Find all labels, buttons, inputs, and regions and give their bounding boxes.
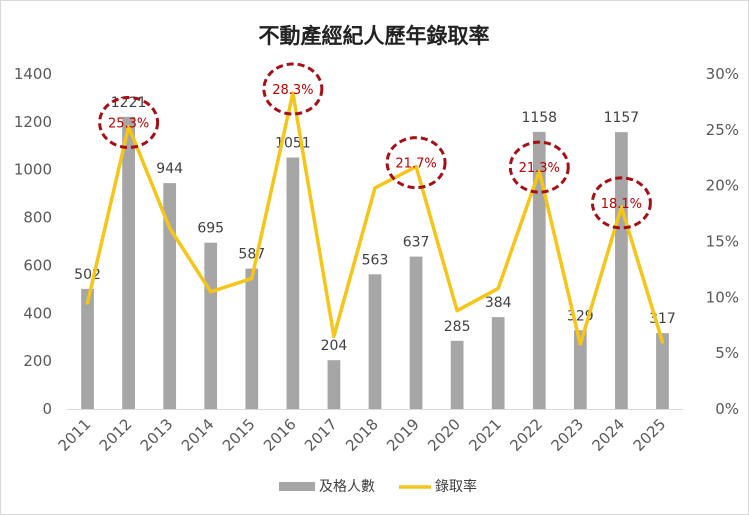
bar — [573, 330, 587, 409]
highlight-circle — [262, 62, 324, 116]
bar-value-label: 204 — [321, 338, 348, 354]
bar — [327, 360, 341, 409]
bar — [656, 333, 669, 409]
x-axis-tick-label: 2019 — [383, 415, 423, 455]
bar — [122, 116, 135, 409]
legend-bar-swatch — [279, 482, 315, 491]
right-axis-tick-label: 25% — [706, 121, 739, 139]
chart-title: 不動產經紀人歷年錄取率 — [259, 24, 490, 48]
right-axis-tick-label: 5% — [715, 344, 739, 362]
rate-value-label: 18.1% — [601, 197, 642, 212]
left-axis-tick-label: 400 — [23, 304, 52, 322]
x-axis-tick-label: 2020 — [424, 415, 464, 455]
left-axis-tick-label: 200 — [23, 352, 52, 370]
bar — [163, 183, 177, 409]
bar-value-label: 1158 — [521, 110, 557, 126]
x-axis-tick-label: 2018 — [342, 415, 382, 455]
x-axis-tick-label: 2021 — [465, 415, 505, 455]
bar-data-labels: 5021221944695587105120456363728538411583… — [74, 95, 676, 354]
bar — [615, 132, 628, 409]
x-axis-tick-label: 2017 — [301, 415, 341, 455]
left-axis-tick-label: 800 — [23, 209, 52, 227]
highlight-circle — [98, 95, 160, 149]
bar-value-label: 944 — [156, 161, 183, 177]
x-axis-tick-label: 2011 — [55, 415, 95, 455]
bar — [81, 288, 94, 409]
bar — [368, 274, 382, 409]
right-axis-tick-label: 0% — [715, 400, 739, 418]
bar — [450, 340, 464, 409]
right-axis-tick-label: 20% — [706, 177, 739, 195]
legend-bar-label: 及格人數 — [319, 479, 375, 495]
x-axis-tick-label: 2013 — [137, 415, 177, 455]
x-axis-tick-label: 2012 — [96, 415, 136, 455]
right-axis-tick-label: 10% — [706, 288, 739, 306]
x-axis-tick-label: 2024 — [588, 415, 628, 455]
bar — [532, 131, 546, 409]
left-axis-tick-label: 600 — [23, 256, 52, 274]
x-axis-tick-label: 2022 — [506, 415, 546, 455]
bar — [245, 268, 259, 409]
highlight-circle — [590, 176, 652, 230]
bar-series — [81, 116, 669, 409]
left-axis-tick-label: 0 — [42, 400, 52, 418]
left-axis-tick-label: 1000 — [14, 161, 52, 179]
left-y-axis: 0 200 400 600 800 1000 1200 1400 — [14, 65, 52, 418]
highlight-circle — [385, 136, 447, 190]
rate-highlights: 25.3% 28.3% 21.7% 21.3% 18.1% — [98, 62, 652, 230]
right-axis-tick-label: 30% — [706, 65, 739, 83]
rate-value-label: 21.3% — [519, 161, 560, 176]
left-axis-tick-label: 1200 — [14, 113, 52, 131]
x-axis-tick-label: 2016 — [260, 415, 300, 455]
x-axis-tick-label: 2014 — [178, 415, 218, 455]
rate-value-label: 28.3% — [272, 83, 313, 98]
chart-legend: 及格人數 錄取率 — [279, 478, 477, 495]
x-axis-tick-label: 2015 — [219, 415, 259, 455]
x-axis: 2011 2012 2013 2014 2015 2016 2017 2018 2019 2020… — [55, 409, 683, 455]
bar-value-label: 563 — [362, 252, 389, 268]
right-y-axis: 0% 5% 10% 15% 20% 25% 30% — [706, 65, 739, 418]
rate-value-label: 25.3% — [108, 116, 149, 131]
bar-value-label: 1157 — [604, 110, 640, 126]
line-series — [85, 91, 665, 346]
bar-value-label: 695 — [197, 221, 224, 237]
bar — [286, 157, 300, 409]
bar — [204, 242, 218, 409]
bar-value-label: 384 — [485, 295, 512, 311]
x-axis-tick-label: 2023 — [547, 415, 587, 455]
bar-value-label: 285 — [444, 319, 471, 335]
bar-value-label: 637 — [403, 235, 430, 251]
rate-value-label: 21.7% — [395, 157, 436, 172]
bar-value-label: 587 — [238, 247, 265, 263]
legend-line-label: 錄取率 — [435, 478, 477, 495]
right-axis-tick-label: 15% — [706, 233, 739, 251]
bar — [409, 256, 423, 409]
bar — [491, 317, 505, 409]
highlight-circle — [508, 140, 570, 194]
left-axis-tick-label: 1400 — [14, 65, 52, 83]
x-axis-tick-label: 2025 — [630, 415, 670, 455]
